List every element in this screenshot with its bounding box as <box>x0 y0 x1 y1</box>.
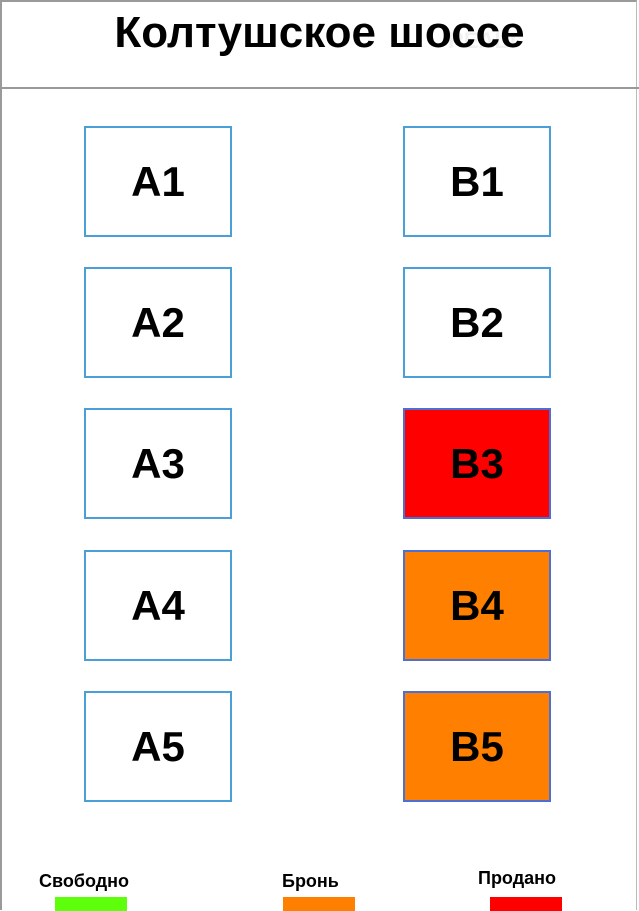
legend-label-sold: Продано <box>478 868 556 888</box>
unit-a1[interactable]: A1 <box>84 126 232 237</box>
legend-swatch-free <box>55 897 127 911</box>
unit-label: A3 <box>131 439 185 487</box>
legend-swatch-reserved <box>283 897 355 911</box>
unit-label: A2 <box>131 298 185 346</box>
unit-label: A1 <box>131 157 185 205</box>
unit-a2[interactable]: A2 <box>84 267 232 378</box>
unit-a4[interactable]: A4 <box>84 550 232 661</box>
legend-label-reserved: Бронь <box>282 871 339 891</box>
unit-b3[interactable]: B3 <box>403 408 551 519</box>
unit-label: A5 <box>131 722 185 770</box>
unit-b1[interactable]: B1 <box>403 126 551 237</box>
unit-label: B4 <box>450 581 504 629</box>
unit-label: B3 <box>450 439 504 487</box>
unit-b2[interactable]: B2 <box>403 267 551 378</box>
unit-a5[interactable]: A5 <box>84 691 232 802</box>
unit-label: B2 <box>450 298 504 346</box>
unit-b5[interactable]: B5 <box>403 691 551 802</box>
unit-label: A4 <box>131 581 185 629</box>
title-divider <box>0 87 639 89</box>
unit-a3[interactable]: A3 <box>84 408 232 519</box>
watermark-logo: REALT <box>448 28 520 53</box>
unit-label: B1 <box>450 157 504 205</box>
unit-b4[interactable]: B4 <box>403 550 551 661</box>
unit-label: B5 <box>450 722 504 770</box>
legend-swatch-sold <box>490 897 562 911</box>
page-title: Колтушское шоссе <box>114 8 525 57</box>
legend-label-free: Свободно <box>39 871 129 891</box>
